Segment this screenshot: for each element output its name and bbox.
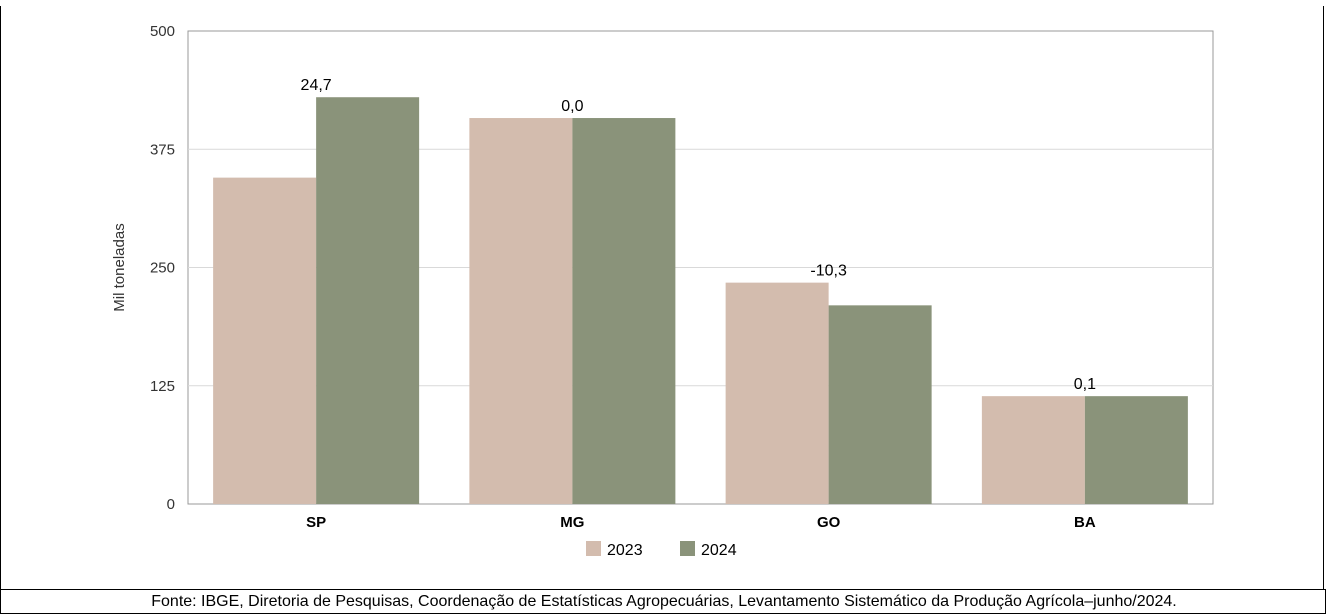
source-note: Fonte: IBGE, Diretoria de Pesquisas, Coo… [151, 593, 1177, 610]
legend-swatch-2023 [586, 541, 601, 556]
bar-ba-2024 [1084, 396, 1188, 504]
data-label-sp: 24,7 [301, 77, 332, 94]
y-axis-label: Mil toneladas [111, 223, 128, 311]
legend-label-2024: 2024 [701, 542, 737, 559]
x-tick-label-ba: BA [1074, 514, 1096, 531]
bar-chart: 0 125 250 375 500 Mil toneladas 24,7 SP 0,0 MG -10… [111, 23, 1214, 559]
y-tick-label: 500 [150, 23, 175, 40]
chart-frame: 0 125 250 375 500 Mil toneladas 24,7 SP 0,0 MG -10… [0, 6, 1324, 589]
bar-sp-2023 [213, 177, 317, 504]
legend-swatch-2024 [680, 541, 695, 556]
y-tick-label: 375 [150, 141, 175, 158]
data-label-mg: 0,0 [561, 98, 583, 115]
bar-go-2024 [828, 305, 932, 504]
x-tick-label-mg: MG [560, 514, 584, 531]
bar-mg-2023 [469, 118, 573, 505]
x-tick-label-go: GO [817, 514, 841, 531]
data-label-ba: 0,1 [1074, 376, 1096, 393]
bar-go-2023 [725, 282, 829, 504]
legend-label-2023: 2023 [607, 542, 643, 559]
y-tick-label: 250 [150, 260, 175, 277]
bar-ba-2023 [981, 396, 1085, 504]
data-label-go: -10,3 [810, 263, 847, 280]
bar-sp-2024 [316, 97, 420, 504]
source-box: Fonte: IBGE, Diretoria de Pesquisas, Coo… [0, 589, 1326, 614]
y-tick-label: 125 [150, 378, 175, 395]
y-tick-label: 0 [167, 496, 175, 513]
bar-mg-2024 [572, 118, 676, 505]
x-tick-label-sp: SP [306, 514, 326, 531]
